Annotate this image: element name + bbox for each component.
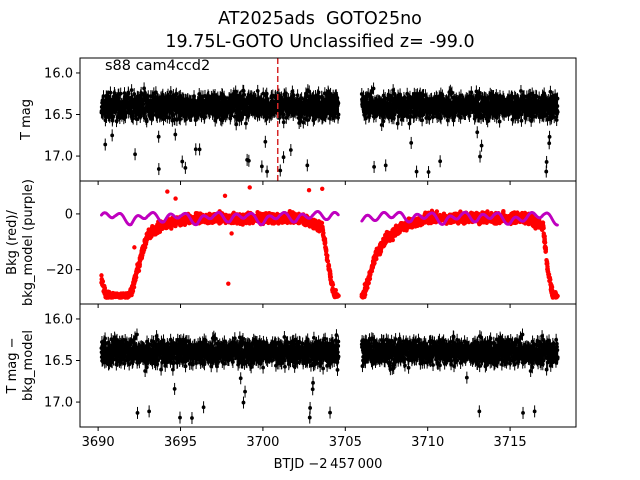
data-point (519, 89, 523, 93)
chart-title-line-1: AT2025ads GOTO25no (218, 9, 422, 29)
data-point (478, 154, 482, 159)
data-point (391, 116, 396, 121)
data-point (392, 112, 397, 117)
data-point (547, 141, 552, 146)
data-point (110, 133, 115, 138)
data-point (381, 119, 386, 124)
data-point (305, 163, 310, 168)
data-point (369, 89, 374, 94)
data-point (414, 169, 419, 174)
data-point (438, 159, 443, 164)
data-point (166, 92, 170, 97)
data-point (395, 121, 400, 126)
data-point (530, 91, 535, 96)
data-point (379, 123, 384, 127)
data-point (244, 121, 248, 126)
data-point (144, 119, 149, 124)
data-point (371, 86, 376, 91)
data-point (108, 90, 113, 95)
data-point (156, 167, 161, 171)
data-point (305, 118, 310, 122)
data-point (265, 169, 269, 174)
data-point (336, 115, 340, 120)
data-point (168, 90, 173, 94)
data-point (156, 134, 161, 139)
data-point (241, 89, 246, 93)
data-point (174, 91, 179, 96)
data-point (246, 158, 251, 163)
data-point (544, 160, 549, 164)
data-point (383, 163, 388, 168)
data-point (469, 90, 474, 95)
data-point (131, 116, 136, 121)
data-point (263, 139, 268, 144)
chart-title-line-2: 19.75L-GOTO Unclassified z= -99.0 (165, 32, 475, 52)
data-point (281, 120, 286, 125)
data-point (372, 165, 376, 169)
data-point (284, 91, 288, 96)
data-point (101, 94, 106, 99)
data-point (554, 118, 559, 122)
data-point (193, 147, 198, 152)
data-point (532, 114, 537, 119)
data-point (497, 119, 502, 124)
data-point (479, 143, 484, 148)
data-point (180, 159, 185, 164)
data-point (129, 88, 134, 93)
data-point (301, 120, 306, 125)
data-point (288, 148, 293, 152)
data-point (197, 147, 202, 152)
data-point (118, 91, 123, 96)
data-point (111, 114, 116, 119)
data-point (139, 91, 144, 95)
series-top-lightcurve (99, 82, 560, 179)
data-point (183, 165, 188, 170)
data-point (132, 92, 137, 96)
data-point (259, 164, 264, 169)
data-point (167, 115, 172, 120)
data-point (281, 112, 286, 117)
data-point (548, 89, 553, 94)
data-point (336, 112, 341, 117)
data-point (281, 155, 286, 160)
data-point (519, 118, 524, 123)
data-point (336, 101, 341, 105)
data-point (547, 134, 552, 139)
data-point (426, 170, 431, 174)
data-point (133, 152, 137, 157)
data-point (409, 141, 414, 145)
data-point (255, 89, 260, 93)
data-point (450, 90, 454, 95)
data-point (475, 130, 480, 135)
data-point (278, 168, 283, 173)
data-point (202, 114, 207, 119)
plot-area-top (99, 82, 560, 179)
data-point (467, 114, 472, 118)
data-point (183, 117, 188, 122)
data-point (103, 142, 108, 147)
data-point (242, 92, 247, 97)
data-point (173, 132, 178, 137)
data-point (427, 116, 432, 121)
data-point (126, 91, 131, 96)
data-point (552, 115, 557, 120)
data-point (544, 169, 549, 174)
